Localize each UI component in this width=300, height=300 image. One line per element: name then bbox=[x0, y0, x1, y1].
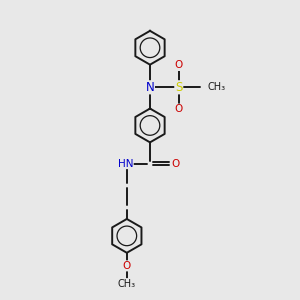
Text: CH₃: CH₃ bbox=[208, 82, 226, 92]
Text: O: O bbox=[175, 61, 183, 70]
Text: O: O bbox=[175, 104, 183, 114]
Text: O: O bbox=[172, 159, 180, 169]
Text: O: O bbox=[123, 261, 131, 271]
Text: S: S bbox=[175, 81, 182, 94]
Text: N: N bbox=[146, 81, 154, 94]
Text: CH₃: CH₃ bbox=[118, 279, 136, 289]
Text: HN: HN bbox=[118, 159, 133, 169]
